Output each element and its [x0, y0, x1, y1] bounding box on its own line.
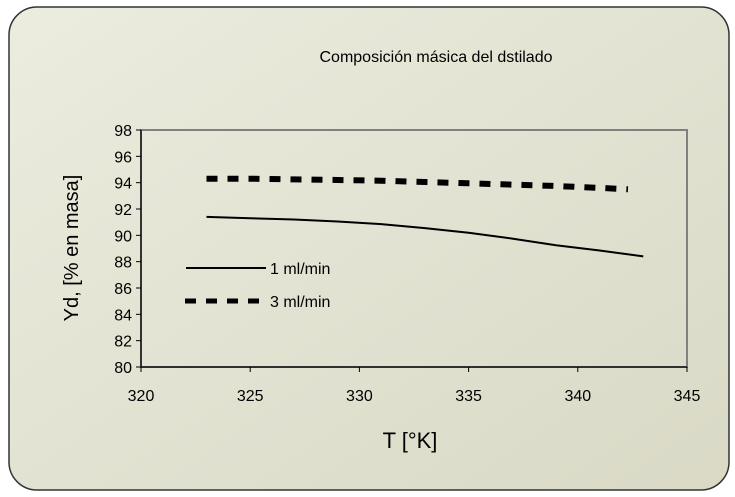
y-tick-label: 86 [114, 281, 132, 298]
x-tick-label: 330 [346, 388, 373, 405]
series-layer [206, 175, 644, 258]
x-tick-label: 340 [564, 388, 591, 405]
y-tick-label: 96 [114, 149, 132, 166]
chart-title: Composición másica del dstilado [320, 49, 553, 66]
x-tick-label: 345 [674, 388, 701, 405]
y-axis-label: Yd, [% en masa] [61, 175, 83, 322]
legend-label-3-ml-min: 3 ml/min [270, 294, 330, 311]
legend: 1 ml/min 3 ml/min [185, 261, 330, 311]
y-tick-label: 98 [114, 123, 132, 140]
x-axis-ticks: 320 325 330 335 340 345 [128, 367, 701, 405]
x-axis-label: T [°K] [383, 428, 438, 453]
series-line-3-ml-min [206, 175, 629, 193]
y-tick-label: 94 [114, 176, 132, 193]
y-axis-ticks: 80 82 84 86 88 90 92 94 96 98 [114, 123, 141, 377]
y-tick-label: 92 [114, 202, 132, 219]
chart-background [8, 6, 730, 491]
y-tick-label: 88 [114, 255, 132, 272]
x-tick-label: 325 [237, 388, 264, 405]
y-tick-label: 90 [114, 228, 132, 245]
y-tick-label: 82 [114, 334, 132, 351]
series-line-1-ml-min [206, 215, 644, 258]
y-tick-label: 84 [114, 307, 132, 324]
y-tick-label: 80 [114, 360, 132, 377]
x-tick-label: 320 [128, 388, 155, 405]
x-tick-label: 335 [455, 388, 482, 405]
legend-label-1-ml-min: 1 ml/min [270, 261, 330, 278]
